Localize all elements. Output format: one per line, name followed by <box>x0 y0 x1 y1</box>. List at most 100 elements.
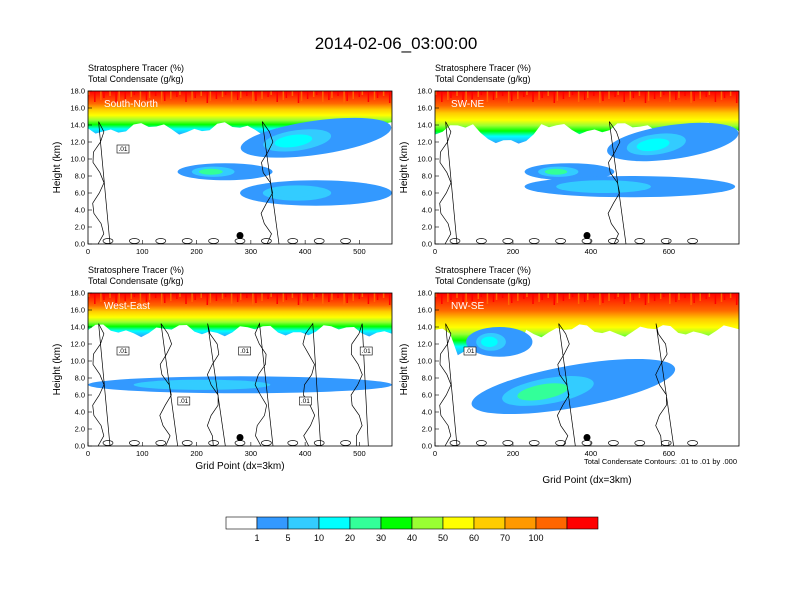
colorbar: 1 5 10 20 30 40 50 60 70 100 <box>225 516 599 543</box>
x-tick-label: 300 <box>245 449 258 458</box>
y-axis-label: Height (km) <box>52 344 63 396</box>
tracer-streak <box>191 91 193 100</box>
panel-label: South-North <box>104 99 158 110</box>
colorbar-label: 40 <box>407 533 417 543</box>
tracer-streak <box>465 293 467 303</box>
tracer-streak <box>285 293 288 300</box>
tracer-streak <box>306 293 309 301</box>
tracer-streak <box>675 293 677 302</box>
colorbar-label: 60 <box>469 533 479 543</box>
x-tick-label: 500 <box>353 247 366 256</box>
tracer-streak <box>322 293 324 304</box>
y-tick-label: 12.0 <box>417 340 432 349</box>
tracer-streak <box>693 91 695 101</box>
contour-low <box>129 238 140 244</box>
tracer-streak <box>209 293 212 303</box>
tracer-streak <box>224 293 227 297</box>
tracer-streak <box>185 91 187 102</box>
tracer-streak <box>678 293 680 300</box>
x-tick-label: 200 <box>507 449 520 458</box>
y-tick-label: 14.0 <box>70 121 85 130</box>
tracer-streak <box>179 293 181 297</box>
colorbar-swatch <box>535 516 568 530</box>
tracer-streak <box>511 293 513 303</box>
tracer-streak <box>629 91 632 100</box>
tracer-streak <box>577 91 580 102</box>
y-tick-label: 12.0 <box>70 340 85 349</box>
contour-label-box <box>299 396 312 406</box>
condensate-contours <box>439 323 698 446</box>
y-tick-label: 10.0 <box>417 155 432 164</box>
tracer-streak <box>517 293 519 301</box>
tracer-streak <box>556 293 559 303</box>
plot-area <box>435 91 739 244</box>
tracer-streak <box>94 293 96 304</box>
tracer-streak <box>191 293 193 302</box>
tracer-streak <box>103 91 105 98</box>
contour-low <box>634 238 646 244</box>
panel-frame <box>87 292 393 447</box>
tracer-streak <box>367 91 370 102</box>
tracer-streak <box>708 293 711 297</box>
contour-low <box>528 238 540 244</box>
tracer-streak <box>614 293 616 299</box>
tracer-streak <box>614 91 616 97</box>
tracer-streak <box>705 293 708 299</box>
tracer-streak <box>246 293 248 298</box>
panel-subtitle-tracer: Stratosphere Tracer (%) <box>435 63 531 73</box>
location-marker <box>236 434 244 441</box>
location-marker <box>236 232 244 239</box>
contour-low <box>129 440 140 446</box>
tracer-streak <box>331 91 333 98</box>
tracer-streak <box>447 91 449 100</box>
tracer-streak <box>714 293 717 304</box>
contour-label: .01 <box>463 346 477 356</box>
tracer-streak <box>337 293 339 298</box>
contour-line <box>557 323 576 446</box>
tracer-streak <box>553 91 556 103</box>
contour-low <box>608 238 619 244</box>
contour-line <box>439 323 458 446</box>
tracer-streak <box>215 91 218 99</box>
tracer-streak <box>480 91 483 95</box>
tracer-streak <box>179 91 181 95</box>
y-tick-label: 6.0 <box>75 189 85 198</box>
tracer-streak <box>224 91 227 95</box>
panel-west-east: Stratosphere Tracer (%)Total Condensate … <box>52 265 393 472</box>
x-tick-label: 500 <box>353 449 366 458</box>
contour-low <box>261 238 272 244</box>
tracer-streak <box>623 91 625 102</box>
tracer-streak <box>638 293 641 298</box>
colorbar-label: 50 <box>438 533 448 543</box>
contour-low <box>608 440 619 446</box>
tracer-streak <box>684 91 686 96</box>
tracer-streak <box>547 293 549 298</box>
contour-label: .01 <box>116 144 130 154</box>
contour-low <box>555 440 566 446</box>
tracer-streak <box>583 91 586 100</box>
colorbar-swatch <box>411 516 444 530</box>
tracer-streak <box>361 91 364 95</box>
tracer-blob-core <box>481 336 498 348</box>
tracer-streak <box>441 293 443 304</box>
y-tick-label: 8.0 <box>75 374 85 383</box>
y-tick-label: 14.0 <box>417 121 432 130</box>
y-tick-label: 8.0 <box>422 374 432 383</box>
tracer-streak <box>343 293 345 305</box>
tracer-streak <box>133 91 136 95</box>
tracer-streak <box>88 293 90 297</box>
panel-subtitle-condensate: Total Condensate (g/kg) <box>88 276 184 286</box>
tracer-streak <box>148 293 151 300</box>
x-tick-label: 200 <box>190 247 203 256</box>
tracer-streak <box>194 91 196 98</box>
tracer-streak <box>346 91 348 101</box>
tracer-streak <box>526 91 528 95</box>
contour-low <box>102 238 114 244</box>
colorbar-swatch <box>473 516 506 530</box>
tracer-streak <box>517 91 519 99</box>
tracer-streak <box>118 91 120 101</box>
tracer-streak <box>103 293 105 300</box>
y-tick-label: 6.0 <box>422 391 432 400</box>
tracer-streak <box>602 91 604 101</box>
contour-low <box>476 440 487 446</box>
